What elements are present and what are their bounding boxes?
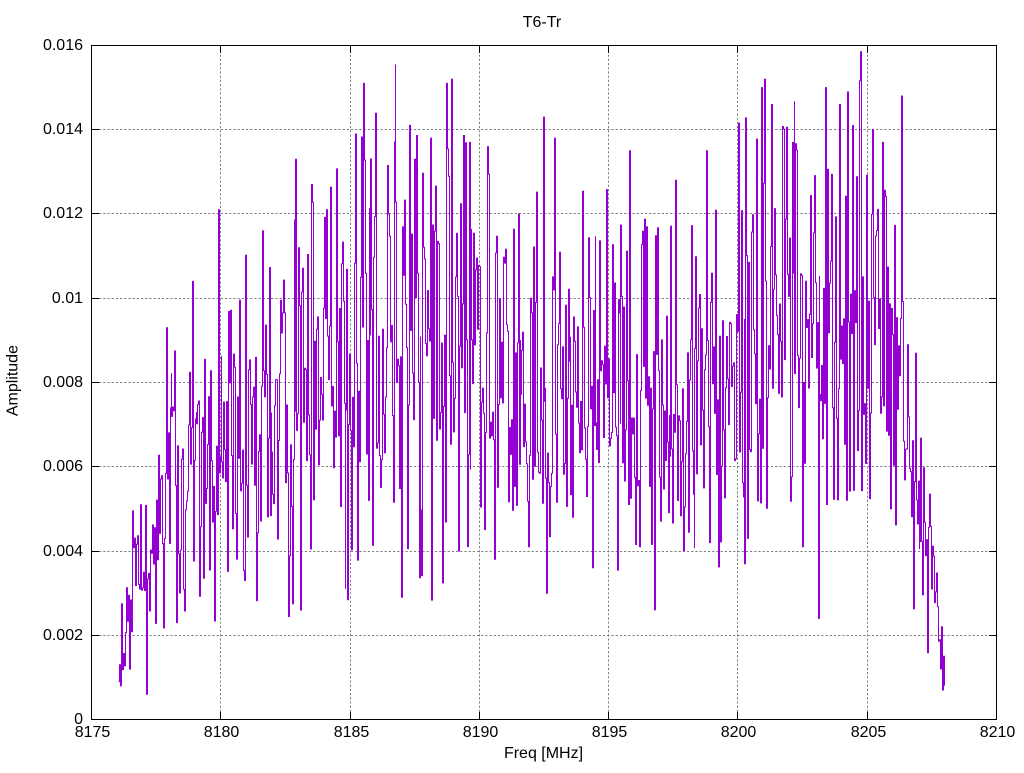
svg-text:8180: 8180: [204, 724, 240, 741]
svg-text:0.002: 0.002: [43, 627, 83, 644]
svg-text:Amplitude: Amplitude: [5, 345, 22, 416]
svg-text:8195: 8195: [592, 724, 628, 741]
svg-text:8190: 8190: [463, 724, 499, 741]
svg-text:8175: 8175: [75, 724, 111, 741]
svg-text:8205: 8205: [851, 724, 887, 741]
svg-text:0.014: 0.014: [43, 121, 83, 138]
svg-text:8210: 8210: [980, 724, 1016, 741]
svg-text:0.006: 0.006: [43, 458, 83, 475]
svg-text:0.004: 0.004: [43, 543, 83, 560]
svg-text:8185: 8185: [334, 724, 370, 741]
svg-text:Freq [MHz]: Freq [MHz]: [504, 745, 583, 762]
svg-text:0.01: 0.01: [52, 290, 83, 307]
svg-text:0.016: 0.016: [43, 37, 83, 54]
svg-text:0: 0: [74, 711, 83, 728]
svg-text:8200: 8200: [721, 724, 757, 741]
svg-text:0.012: 0.012: [43, 205, 83, 222]
svg-text:T6-Tr: T6-Tr: [523, 14, 562, 31]
svg-text:0.008: 0.008: [43, 374, 83, 391]
